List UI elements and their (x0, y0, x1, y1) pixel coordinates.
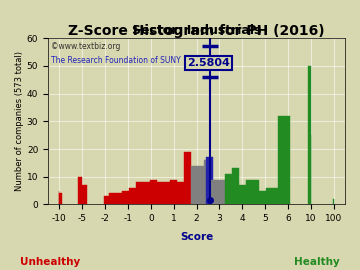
Bar (278, 116, 291, 204)
Bar (198, 166, 204, 204)
Bar (211, 180, 218, 204)
Bar (191, 166, 198, 204)
Bar (218, 180, 225, 204)
Text: Unhealthy: Unhealthy (20, 257, 81, 267)
Text: The Research Foundation of SUNY: The Research Foundation of SUNY (51, 56, 181, 65)
Bar (252, 180, 259, 204)
Bar (239, 185, 246, 204)
Text: Sector: Industrials: Sector: Industrials (132, 23, 261, 36)
Text: 2.5804: 2.5804 (187, 58, 230, 68)
Bar (225, 174, 232, 204)
Bar (143, 182, 150, 204)
Bar (308, 66, 311, 204)
Bar (259, 191, 266, 204)
Bar (81, 185, 87, 204)
Bar (184, 152, 191, 204)
Bar (109, 193, 116, 204)
Y-axis label: Number of companies (573 total): Number of companies (573 total) (15, 51, 24, 191)
Bar (122, 191, 129, 204)
Bar (163, 182, 170, 204)
Bar (273, 188, 280, 204)
Bar (246, 180, 252, 204)
Bar (177, 182, 184, 204)
Bar (150, 180, 157, 204)
Bar (170, 180, 177, 204)
Bar (59, 193, 62, 204)
Text: Healthy: Healthy (294, 257, 340, 267)
Bar (116, 193, 122, 204)
Text: ©www.textbiz.org: ©www.textbiz.org (51, 42, 120, 50)
Bar (280, 191, 287, 204)
Bar (204, 160, 211, 204)
Bar (157, 182, 163, 204)
Bar (129, 188, 136, 204)
X-axis label: Score: Score (180, 231, 213, 241)
Bar (78, 177, 82, 204)
Bar (104, 196, 109, 204)
Bar (206, 157, 213, 204)
Bar (136, 182, 143, 204)
Title: Z-Score Histogram for PH (2016): Z-Score Histogram for PH (2016) (68, 24, 325, 38)
Bar (266, 188, 273, 204)
Bar (232, 168, 239, 204)
